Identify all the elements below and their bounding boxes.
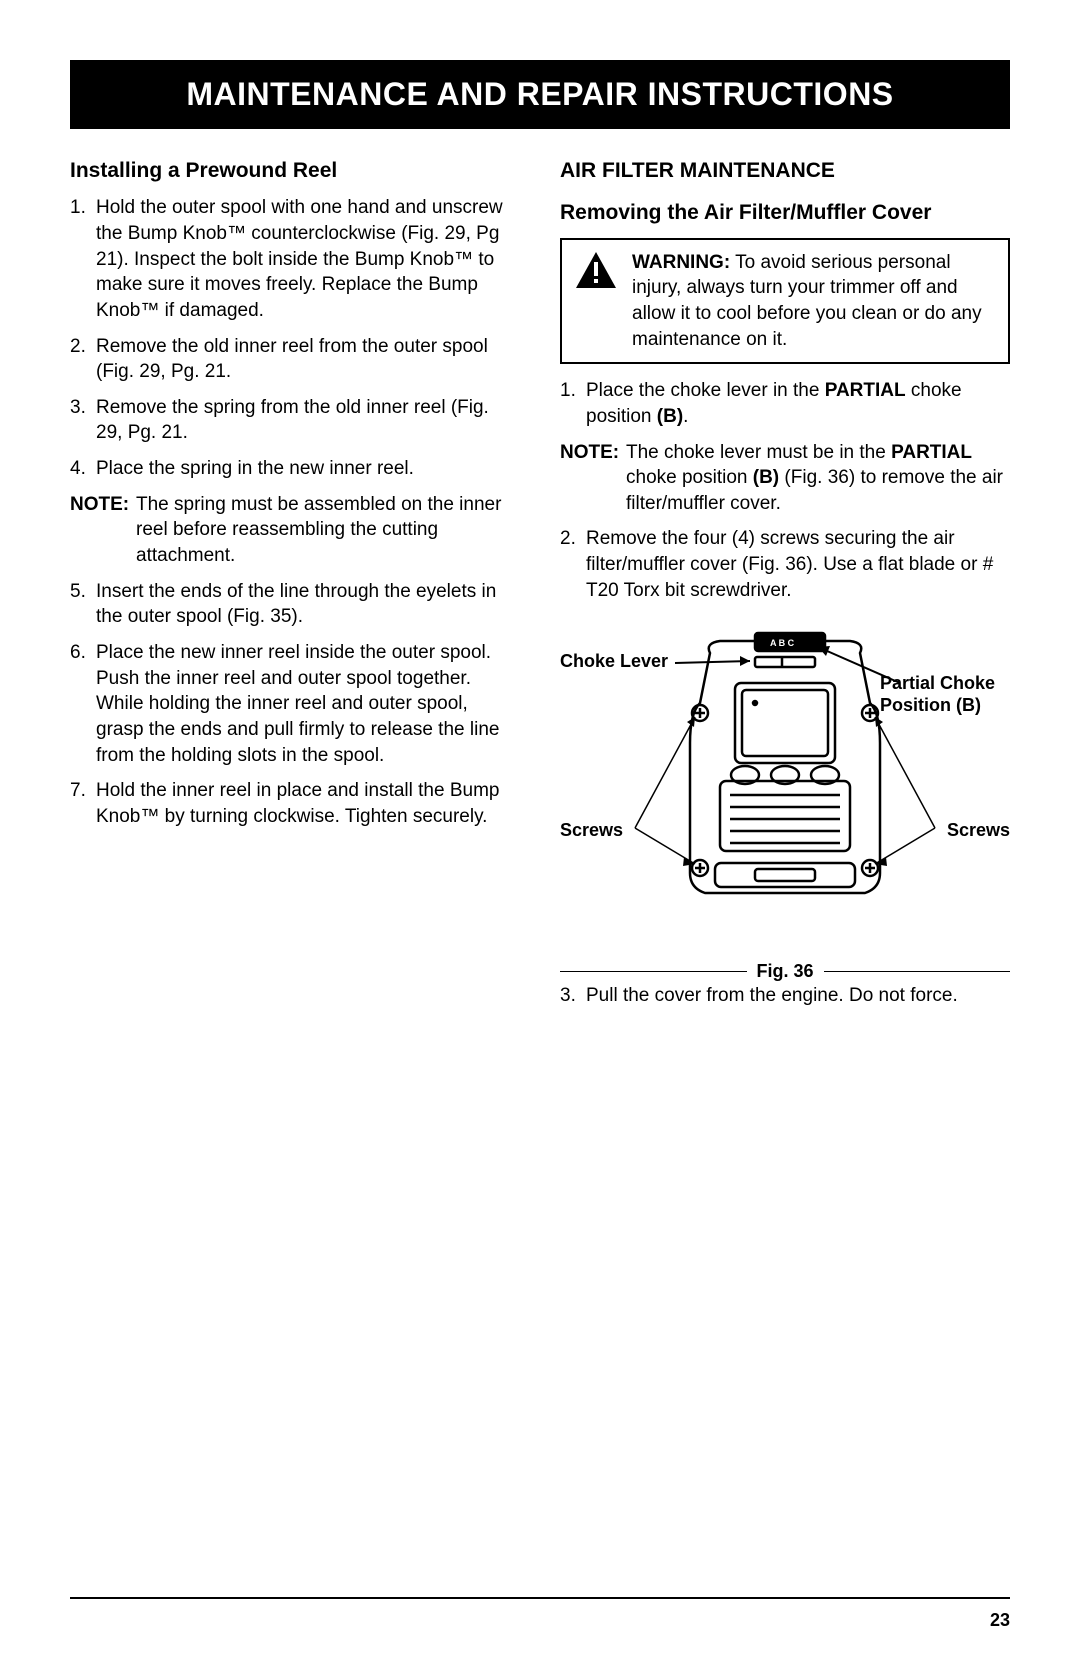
list-item: 4.Place the spring in the new inner reel… [70,456,520,482]
item-number: 3. [560,983,586,1009]
right-list: 1. Place the choke lever in the PARTIAL … [560,378,1010,429]
list-item: 1. Place the choke lever in the PARTIAL … [560,378,1010,429]
warning-box: WARNING: To avoid serious personal injur… [560,238,1010,365]
left-list-1: 1.Hold the outer spool with one hand and… [70,195,520,481]
text-part: The choke lever must be in the [626,442,891,463]
item-number: 4. [70,456,96,482]
item-number: 3. [70,395,96,446]
label-screws-left: Screws [560,818,623,842]
text-part: Place the choke lever in the [586,380,825,401]
list-item: 6.Place the new inner reel inside the ou… [70,640,520,768]
item-text: Place the choke lever in the PARTIAL cho… [586,378,1010,429]
warning-label: WARNING: [632,252,730,273]
label-screws-right: Screws [947,818,1010,842]
svg-text:A B C: A B C [770,638,795,648]
item-text: Hold the inner reel in place and install… [96,778,520,829]
figure-36: A B C [560,613,1010,983]
text-part: choke position [626,467,753,488]
item-number: 7. [70,778,96,829]
warning-text: WARNING: To avoid serious personal injur… [632,250,996,353]
caption-rule-left [560,971,747,972]
page-title: MAINTENANCE AND REPAIR INSTRUCTIONS [70,60,1010,129]
list-item: 1.Hold the outer spool with one hand and… [70,195,520,323]
text-bold: PARTIAL [891,442,972,463]
list-item: 3.Remove the spring from the old inner r… [70,395,520,446]
figure-caption: Fig. 36 [747,959,824,983]
text-bold: (B) [657,406,683,427]
item-number: 1. [70,195,96,323]
footer-rule [70,1597,1010,1599]
left-note: NOTE: The spring must be assembled on th… [70,492,520,569]
right-heading: Removing the Air Filter/Muffler Cover [560,199,1010,227]
item-text: Insert the ends of the line through the … [96,579,520,630]
list-item: 3. Pull the cover from the engine. Do no… [560,983,1010,1009]
text-part: . [683,406,688,427]
list-item: 7.Hold the inner reel in place and insta… [70,778,520,829]
item-text: Remove the four (4) screws securing the … [586,526,1010,603]
right-column: AIR FILTER MAINTENANCE Removing the Air … [560,157,1010,1019]
note-text: The spring must be assembled on the inne… [136,492,520,569]
note-label: NOTE: [70,492,136,569]
left-column: Installing a Prewound Reel 1.Hold the ou… [70,157,520,1019]
warning-icon [574,250,618,290]
list-item: 2. Remove the four (4) screws securing t… [560,526,1010,603]
item-number: 5. [70,579,96,630]
item-number: 2. [70,334,96,385]
caption-rule-right [824,971,1011,972]
text-bold: PARTIAL [825,380,906,401]
right-list-2: 2. Remove the four (4) screws securing t… [560,526,1010,603]
list-item: 5.Insert the ends of the line through th… [70,579,520,630]
item-text: Hold the outer spool with one hand and u… [96,195,520,323]
text-bold: (B) [753,467,779,488]
item-number: 1. [560,378,586,429]
label-choke-lever: Choke Lever [560,649,668,673]
item-text: Place the new inner reel inside the oute… [96,640,520,768]
right-note: NOTE: The choke lever must be in the PAR… [560,440,1010,517]
item-text: Place the spring in the new inner reel. [96,456,414,482]
left-heading: Installing a Prewound Reel [70,157,520,185]
item-text: Remove the spring from the old inner ree… [96,395,520,446]
list-item: 2.Remove the old inner reel from the out… [70,334,520,385]
figure-caption-row: Fig. 36 [560,959,1010,983]
content-columns: Installing a Prewound Reel 1.Hold the ou… [70,157,1010,1019]
page-number: 23 [990,1610,1010,1631]
item-text: Pull the cover from the engine. Do not f… [586,983,958,1009]
item-number: 6. [70,640,96,768]
note-label: NOTE: [560,440,626,517]
item-number: 2. [560,526,586,603]
left-list-2: 5.Insert the ends of the line through th… [70,579,520,830]
label-partial-choke: Partial Choke Position (B) [880,673,1010,716]
note-text: The choke lever must be in the PARTIAL c… [626,440,1010,517]
right-list-3: 3. Pull the cover from the engine. Do no… [560,983,1010,1009]
item-text: Remove the old inner reel from the outer… [96,334,520,385]
right-section-head: AIR FILTER MAINTENANCE [560,157,1010,185]
